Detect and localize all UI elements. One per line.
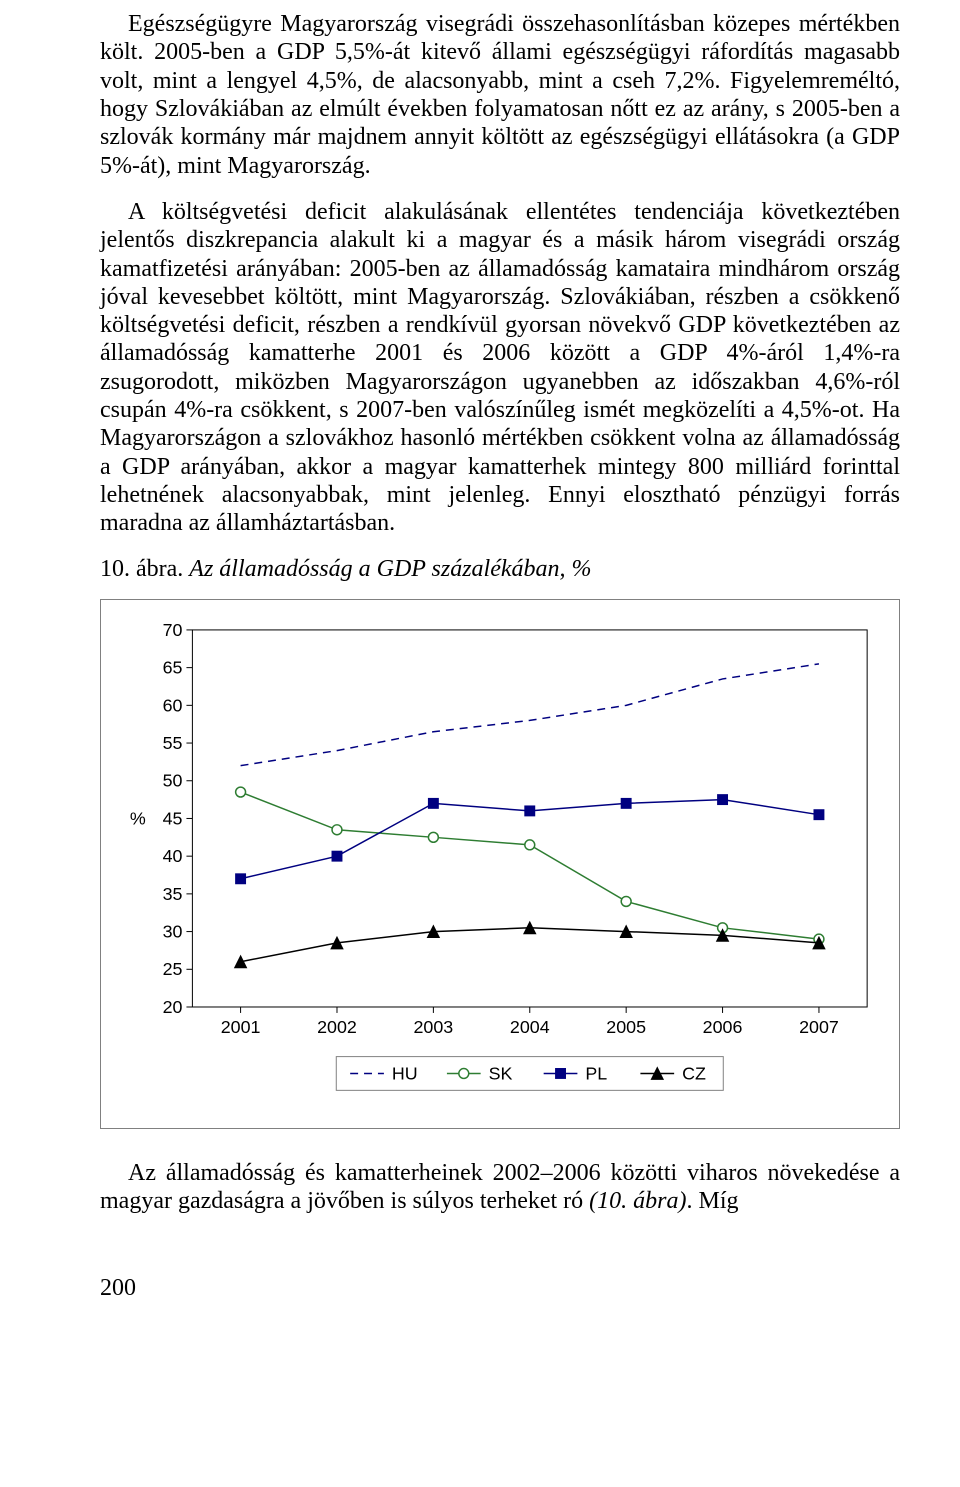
debt-chart-container: 20 25 30 35 40 45 50 55 60 65 70 2001 2002 2003 2004 20… xyxy=(100,599,900,1129)
svg-text:%: % xyxy=(130,808,146,828)
debt-chart: 20 25 30 35 40 45 50 55 60 65 70 2001 2002 2003 2004 20… xyxy=(113,620,887,1116)
svg-text:PL: PL xyxy=(585,1063,607,1083)
after-text-a: Az államadósság és kamatterheinek 2002–2… xyxy=(100,1160,900,1214)
svg-text:2001: 2001 xyxy=(221,1016,261,1036)
svg-text:20: 20 xyxy=(163,997,183,1017)
svg-text:2003: 2003 xyxy=(414,1016,454,1036)
figure-number: 10. ábra. xyxy=(100,556,189,582)
figure-caption: Az államadósság a GDP százalékában, % xyxy=(189,556,591,582)
svg-text:70: 70 xyxy=(163,620,183,640)
svg-text:35: 35 xyxy=(163,883,183,903)
svg-text:SK: SK xyxy=(489,1063,513,1083)
svg-text:25: 25 xyxy=(163,959,183,979)
svg-text:50: 50 xyxy=(163,770,183,790)
after-chart-paragraph: Az államadósság és kamatterheinek 2002–2… xyxy=(100,1159,900,1216)
paragraph-2: A költségvetési deficit alakulásának ell… xyxy=(100,198,900,538)
svg-text:2005: 2005 xyxy=(606,1016,646,1036)
figure-title: 10. ábra. Az államadósság a GDP százalék… xyxy=(100,556,900,583)
svg-text:2002: 2002 xyxy=(317,1016,357,1036)
paragraph-1: Egészségügyre Magyarország visegrádi öss… xyxy=(100,10,900,180)
svg-text:30: 30 xyxy=(163,921,183,941)
page-number: 200 xyxy=(100,1275,900,1302)
svg-text:HU: HU xyxy=(392,1063,418,1083)
svg-text:45: 45 xyxy=(163,808,183,828)
svg-text:CZ: CZ xyxy=(682,1063,706,1083)
svg-text:60: 60 xyxy=(163,695,183,715)
svg-text:2007: 2007 xyxy=(799,1016,839,1036)
svg-text:2004: 2004 xyxy=(510,1016,550,1036)
svg-text:55: 55 xyxy=(163,733,183,753)
after-text-b: . Míg xyxy=(687,1188,739,1214)
svg-text:2006: 2006 xyxy=(703,1016,743,1036)
svg-text:40: 40 xyxy=(163,846,183,866)
figure-reference: (10. ábra) xyxy=(589,1188,686,1214)
svg-text:65: 65 xyxy=(163,657,183,677)
